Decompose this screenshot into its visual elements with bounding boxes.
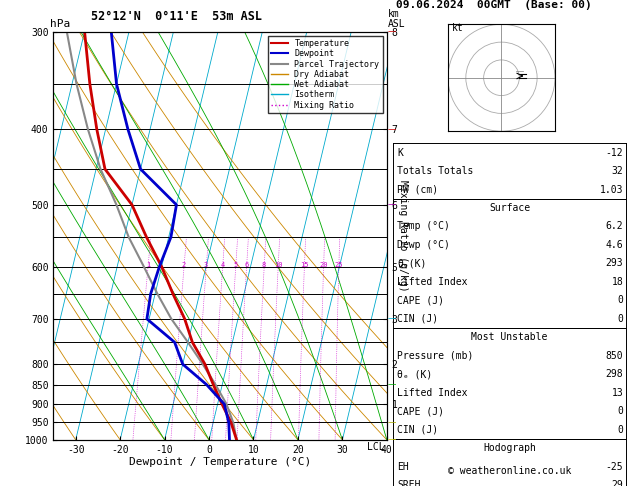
Text: CAPE (J): CAPE (J)	[397, 295, 444, 305]
Text: 10: 10	[274, 262, 282, 268]
Text: 6.2: 6.2	[606, 222, 623, 231]
Text: 1.03: 1.03	[600, 185, 623, 194]
Text: 298: 298	[606, 369, 623, 379]
Text: Totals Totals: Totals Totals	[397, 166, 473, 176]
Text: LCL: LCL	[367, 442, 384, 452]
Text: —: —	[388, 418, 396, 427]
Text: —: —	[388, 200, 396, 209]
Text: Temp (°C): Temp (°C)	[397, 222, 450, 231]
Text: CIN (J): CIN (J)	[397, 425, 438, 434]
Text: EH: EH	[397, 462, 409, 471]
Text: Lifted Index: Lifted Index	[397, 277, 467, 287]
Text: 5: 5	[233, 262, 238, 268]
Text: 18: 18	[611, 277, 623, 287]
Legend: Temperature, Dewpoint, Parcel Trajectory, Dry Adiabat, Wet Adiabat, Isotherm, Mi: Temperature, Dewpoint, Parcel Trajectory…	[268, 36, 382, 113]
Text: 0: 0	[618, 406, 623, 416]
Text: 293: 293	[606, 259, 623, 268]
Text: 3: 3	[204, 262, 208, 268]
X-axis label: Dewpoint / Temperature (°C): Dewpoint / Temperature (°C)	[129, 457, 311, 468]
Text: CIN (J): CIN (J)	[397, 314, 438, 324]
Text: K: K	[397, 148, 403, 157]
Text: θₑ (K): θₑ (K)	[397, 369, 432, 379]
Text: 0: 0	[618, 425, 623, 434]
Text: —: —	[388, 380, 396, 389]
Text: -12: -12	[606, 148, 623, 157]
Text: 4: 4	[220, 262, 225, 268]
Text: 52°12'N  0°11'E  53m ASL: 52°12'N 0°11'E 53m ASL	[91, 10, 262, 23]
Text: Mixing Ratio (g/kg): Mixing Ratio (g/kg)	[398, 180, 408, 292]
Text: 32: 32	[611, 166, 623, 176]
Text: 6: 6	[244, 262, 248, 268]
Text: km
ASL: km ASL	[388, 9, 406, 29]
Text: 1: 1	[146, 262, 150, 268]
Text: Hodograph: Hodograph	[483, 443, 536, 453]
Text: 29: 29	[611, 480, 623, 486]
Text: © weatheronline.co.uk: © weatheronline.co.uk	[448, 466, 571, 476]
Text: 850: 850	[606, 351, 623, 361]
Text: 2: 2	[182, 262, 186, 268]
Text: —: —	[388, 314, 396, 323]
Text: CAPE (J): CAPE (J)	[397, 406, 444, 416]
Text: 13: 13	[611, 388, 623, 398]
Text: 25: 25	[335, 262, 343, 268]
Text: Dewp (°C): Dewp (°C)	[397, 240, 450, 250]
Text: hPa: hPa	[50, 19, 70, 29]
Text: 20: 20	[320, 262, 328, 268]
Text: -25: -25	[606, 462, 623, 471]
Text: kt: kt	[452, 23, 464, 34]
Text: —: —	[388, 124, 396, 134]
Text: θₑ(K): θₑ(K)	[397, 259, 426, 268]
Text: 0: 0	[618, 295, 623, 305]
Text: PW (cm): PW (cm)	[397, 185, 438, 194]
Text: 8: 8	[262, 262, 266, 268]
Text: —: —	[388, 27, 396, 36]
Text: 0: 0	[618, 314, 623, 324]
Text: Most Unstable: Most Unstable	[471, 332, 548, 342]
Text: Surface: Surface	[489, 203, 530, 213]
Text: —: —	[388, 435, 396, 444]
Text: SREH: SREH	[397, 480, 420, 486]
Text: Pressure (mb): Pressure (mb)	[397, 351, 473, 361]
Text: 09.06.2024  00GMT  (Base: 00): 09.06.2024 00GMT (Base: 00)	[396, 0, 592, 10]
Text: 15: 15	[300, 262, 309, 268]
Text: Lifted Index: Lifted Index	[397, 388, 467, 398]
Text: 4.6: 4.6	[606, 240, 623, 250]
